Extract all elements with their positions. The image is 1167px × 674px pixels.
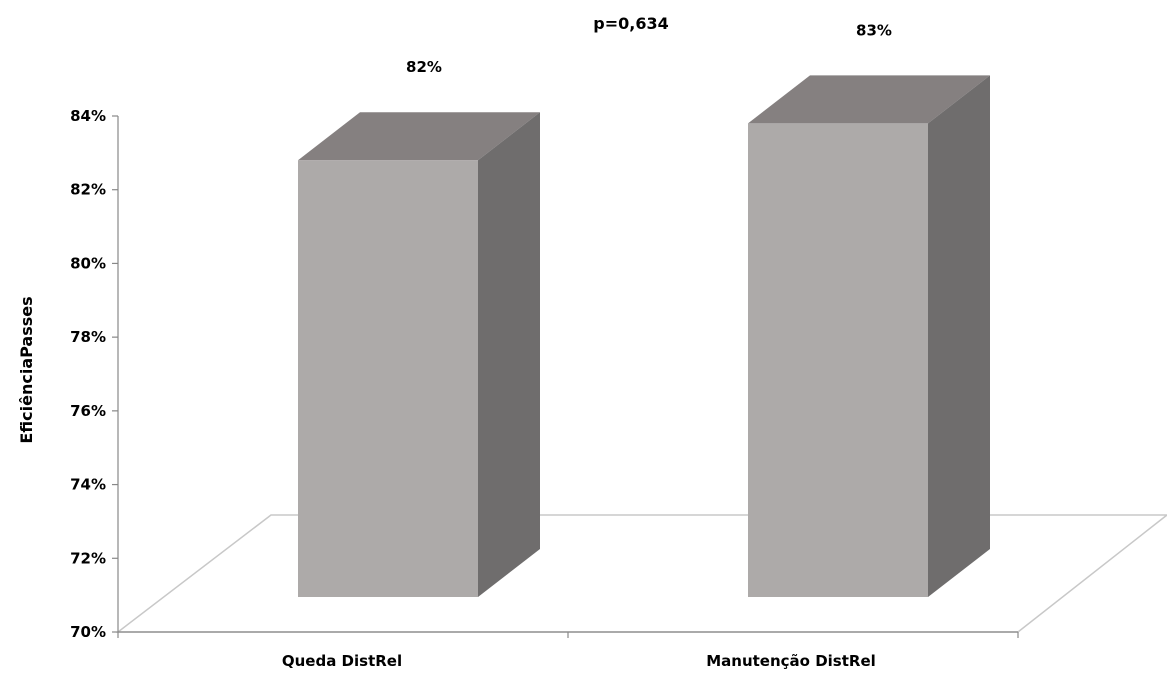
y-axis-title: EficiênciaPasses <box>17 296 36 443</box>
labels: 82% Queda DistRel 83% Manutenção DistRel <box>282 21 892 670</box>
bars <box>298 75 990 597</box>
y-tick-label-1: 72% <box>70 549 106 567</box>
floor-plane <box>115 514 1167 633</box>
bar-front-face <box>298 160 478 597</box>
bar-front-face <box>748 123 928 597</box>
bar-side-face <box>928 75 990 597</box>
bar-top-face <box>748 75 990 124</box>
data-label-1: 82% <box>406 58 442 76</box>
p-value-annotation: p=0,634 <box>593 14 668 33</box>
bar-top-face <box>298 112 540 161</box>
category-label-2: Manutenção DistRel <box>706 652 876 670</box>
data-label-2: 83% <box>856 21 892 39</box>
y-axis: 70% 72% 74% 76% 78% 80% 82% 84% <box>70 107 1019 641</box>
y-tick-label-0: 70% <box>70 623 106 641</box>
y-tick-label-3: 76% <box>70 402 106 420</box>
bar-1 <box>298 112 540 597</box>
chart-floor <box>115 514 1167 633</box>
y-tick-label-6: 82% <box>70 181 106 199</box>
y-tick-label-2: 74% <box>70 476 106 494</box>
bar-2 <box>748 75 990 597</box>
y-tick-label-4: 78% <box>70 328 106 346</box>
category-label-1: Queda DistRel <box>282 652 402 670</box>
bar-side-face <box>478 112 540 597</box>
y-tick-label-5: 80% <box>70 254 106 272</box>
y-tick-label-7: 84% <box>70 107 106 125</box>
